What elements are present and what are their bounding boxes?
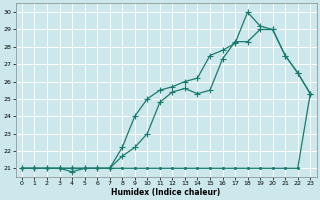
X-axis label: Humidex (Indice chaleur): Humidex (Indice chaleur) (111, 188, 221, 197)
